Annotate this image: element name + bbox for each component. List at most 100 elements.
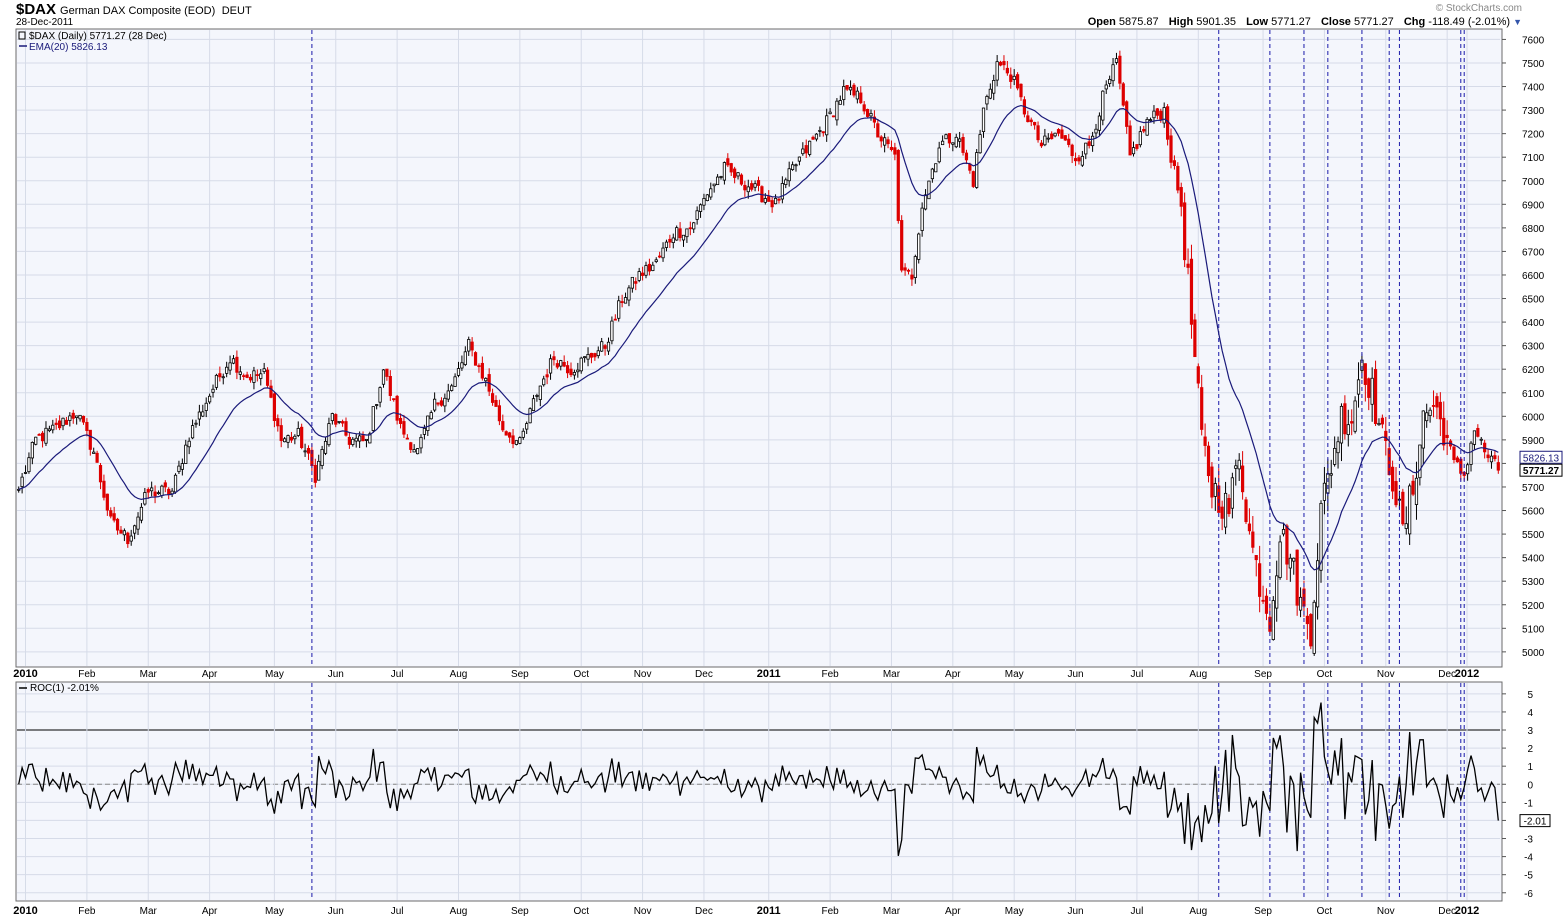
candle-body <box>1121 83 1125 106</box>
candle-body <box>109 510 113 517</box>
candle-body <box>893 147 897 155</box>
candle-body <box>1288 557 1292 569</box>
x-month-label-top: Oct <box>573 669 589 680</box>
x-month-label-bottom: Jun <box>328 906 344 917</box>
candle-body <box>477 365 481 368</box>
candle-body <box>361 435 365 442</box>
candle-body <box>739 174 744 185</box>
roc-last-tag-box <box>1519 814 1551 828</box>
candle-body <box>1275 575 1279 609</box>
candle-body <box>1251 531 1255 548</box>
roc-tick-label: 2 <box>1527 744 1533 755</box>
candle-body <box>358 435 362 442</box>
ema-line-group <box>18 104 1499 571</box>
candle-body <box>283 438 287 443</box>
candle-body <box>37 434 41 436</box>
candle-body <box>1015 74 1020 89</box>
candle-body <box>51 424 55 431</box>
candle-body <box>695 210 699 220</box>
candle-body <box>1329 473 1333 476</box>
candle-body <box>555 363 559 368</box>
candle-body <box>1200 387 1204 430</box>
candle-body <box>252 370 256 383</box>
candle-body <box>354 437 358 442</box>
candle-body <box>337 420 341 423</box>
candle-body <box>190 425 195 439</box>
candle-body <box>1033 122 1037 126</box>
candle-body <box>606 341 611 352</box>
candle-body <box>535 395 539 397</box>
candle-body <box>790 164 795 170</box>
candle-body <box>964 152 969 161</box>
candle-body <box>1101 90 1105 121</box>
price-tick-label: 5400 <box>1522 554 1545 565</box>
candle-body <box>1179 187 1183 207</box>
candle-body <box>95 452 99 463</box>
candle-body <box>426 415 430 431</box>
candle-body <box>1244 499 1248 523</box>
candle-body <box>702 198 706 206</box>
candle-body <box>750 183 754 190</box>
candle-body <box>906 269 911 272</box>
candle-body <box>197 411 201 420</box>
price-tick-label: 6100 <box>1522 389 1545 400</box>
candle-body <box>184 444 188 464</box>
candle-body <box>385 368 389 377</box>
roc-tick-label: 0 <box>1527 780 1533 791</box>
candle-body <box>722 162 727 181</box>
candle-body <box>1367 378 1371 398</box>
candle-body <box>947 133 952 144</box>
x-month-label-bottom: Jun <box>1067 906 1083 917</box>
candle-body <box>1148 119 1153 121</box>
candle-body <box>514 440 519 445</box>
candle-body <box>119 529 123 534</box>
candle-body <box>150 487 154 492</box>
candle-body <box>231 358 236 364</box>
ema-last-tag-box <box>1519 450 1563 464</box>
candle-body <box>323 440 328 454</box>
candle-body <box>64 419 69 425</box>
x-month-label-bottom: Jul <box>1131 906 1144 917</box>
ema-last-tag: 5826.13 <box>1523 453 1560 464</box>
candle-body <box>456 368 461 376</box>
candle-body <box>378 387 382 403</box>
x-month-label-bottom: Nov <box>1377 906 1395 917</box>
x-axis: 2010 2010 Feb Feb Mar Mar Apr Apr May May Jun Jun Ju… <box>13 668 1479 917</box>
candle-body <box>1063 135 1067 141</box>
candle-body <box>20 476 24 488</box>
candle-body <box>1241 465 1245 493</box>
candle-body <box>1094 128 1098 134</box>
roc-tick-label: -4 <box>1524 853 1533 864</box>
low-label: Low <box>1246 16 1269 28</box>
x-month-label-top: Jun <box>1067 669 1083 680</box>
candle-body <box>934 163 938 173</box>
candle-body <box>289 436 294 441</box>
candle-body <box>685 228 689 238</box>
price-tick-label: 5700 <box>1522 483 1545 494</box>
roc-line <box>18 702 1499 857</box>
vertical-markers-price <box>311 30 1465 666</box>
price-tick-label: 5900 <box>1522 436 1545 447</box>
candle-body <box>40 432 45 442</box>
x-month-label-bottom: Sep <box>511 906 529 917</box>
candle-body <box>958 138 962 142</box>
candle-body <box>395 395 399 421</box>
candle-body <box>756 180 761 186</box>
price-tick-label: 7300 <box>1522 106 1545 117</box>
chevron-down-icon[interactable]: ▼ <box>1513 17 1522 27</box>
candle-body <box>869 113 873 117</box>
exchange: DEUT <box>221 5 252 17</box>
candle-body <box>971 171 975 187</box>
roc-tick-label: 4 <box>1527 708 1533 719</box>
candle-body <box>313 464 317 483</box>
candle-body <box>1230 477 1234 509</box>
high-value: 5901.35 <box>1196 16 1237 28</box>
copyright: © StockCharts.com <box>1435 3 1522 14</box>
candle-body <box>371 406 375 431</box>
price-axis: 5000510052005300540055005600570058005900… <box>1502 35 1563 659</box>
candle-body <box>920 207 924 231</box>
candle-body <box>1005 67 1009 74</box>
candle-body <box>678 228 682 239</box>
candle-body <box>1108 78 1112 84</box>
